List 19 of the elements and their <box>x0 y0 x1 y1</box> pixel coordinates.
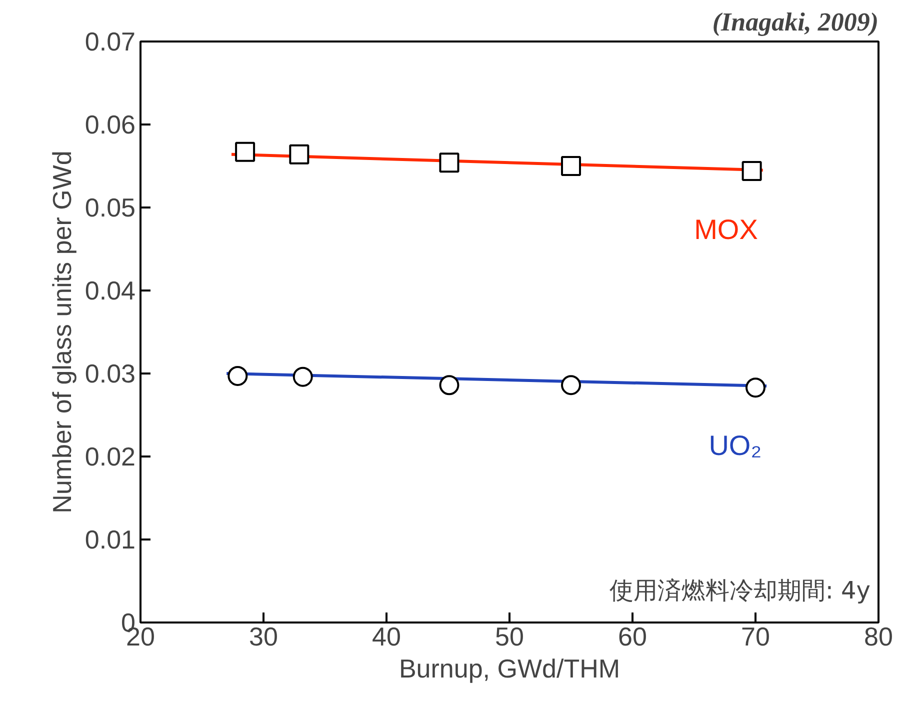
y-tick-label: 0.05 <box>84 192 136 222</box>
x-tick-label: 30 <box>249 622 278 652</box>
series-label: UO₂ <box>708 430 762 461</box>
y-tick-label: 0.02 <box>84 442 136 472</box>
series-label: MOX <box>694 214 758 246</box>
x-tick-label: 70 <box>741 622 770 652</box>
y-tick-label: 0.01 <box>84 524 136 554</box>
chart-title: (Inagaki, 2009) <box>712 8 879 36</box>
y-tick-label: 0.07 <box>84 26 136 56</box>
x-tick-label: 80 <box>864 622 893 652</box>
y-tick-label: 0.03 <box>84 358 136 388</box>
x-axis-title: Burnup, GWd/THM <box>398 654 620 684</box>
x-tick-label: 50 <box>495 622 524 652</box>
y-tick-label: 0.06 <box>84 110 136 140</box>
annotation: 使用済燃料冷却期間: 4y <box>609 576 870 604</box>
x-tick-label: 40 <box>372 622 401 652</box>
x-tick-label: 60 <box>618 622 647 652</box>
y-axis-title: Number of glass units per GWd <box>46 150 77 514</box>
y-tick-label: 0.04 <box>84 276 136 306</box>
